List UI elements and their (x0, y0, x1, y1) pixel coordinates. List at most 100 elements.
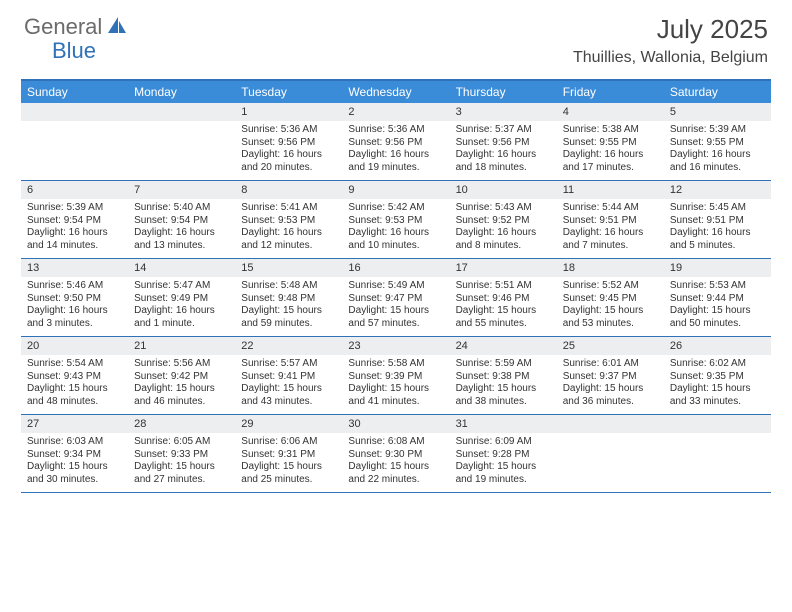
day-cell: 16Sunrise: 5:49 AMSunset: 9:47 PMDayligh… (342, 259, 449, 336)
day-body: Sunrise: 5:44 AMSunset: 9:51 PMDaylight:… (557, 199, 664, 258)
day-number (128, 103, 235, 121)
day-body: Sunrise: 5:51 AMSunset: 9:46 PMDaylight:… (450, 277, 557, 336)
day-number: 25 (557, 337, 664, 355)
day-number: 9 (342, 181, 449, 199)
month-title: July 2025 (573, 14, 768, 45)
day-number: 18 (557, 259, 664, 277)
day-cell-empty (557, 415, 664, 492)
day-body: Sunrise: 5:36 AMSunset: 9:56 PMDaylight:… (342, 121, 449, 180)
day-number: 6 (21, 181, 128, 199)
day-number: 26 (664, 337, 771, 355)
day-number: 2 (342, 103, 449, 121)
day-body: Sunrise: 5:54 AMSunset: 9:43 PMDaylight:… (21, 355, 128, 414)
day-body (664, 433, 771, 491)
day-body: Sunrise: 5:40 AMSunset: 9:54 PMDaylight:… (128, 199, 235, 258)
day-cell: 19Sunrise: 5:53 AMSunset: 9:44 PMDayligh… (664, 259, 771, 336)
dow-cell: Monday (128, 81, 235, 103)
dow-cell: Wednesday (342, 81, 449, 103)
day-cell-empty (128, 103, 235, 180)
day-cell: 20Sunrise: 5:54 AMSunset: 9:43 PMDayligh… (21, 337, 128, 414)
day-cell: 12Sunrise: 5:45 AMSunset: 9:51 PMDayligh… (664, 181, 771, 258)
day-body: Sunrise: 5:48 AMSunset: 9:48 PMDaylight:… (235, 277, 342, 336)
day-number (557, 415, 664, 433)
header: General Blue July 2025 Thuillies, Wallon… (0, 0, 792, 73)
day-body: Sunrise: 5:41 AMSunset: 9:53 PMDaylight:… (235, 199, 342, 258)
dow-cell: Friday (557, 81, 664, 103)
day-body: Sunrise: 5:42 AMSunset: 9:53 PMDaylight:… (342, 199, 449, 258)
title-block: July 2025 Thuillies, Wallonia, Belgium (573, 14, 768, 67)
day-of-week-row: SundayMondayTuesdayWednesdayThursdayFrid… (21, 81, 771, 103)
day-body: Sunrise: 5:45 AMSunset: 9:51 PMDaylight:… (664, 199, 771, 258)
day-number: 31 (450, 415, 557, 433)
day-number: 29 (235, 415, 342, 433)
day-body: Sunrise: 5:47 AMSunset: 9:49 PMDaylight:… (128, 277, 235, 336)
calendar: SundayMondayTuesdayWednesdayThursdayFrid… (21, 79, 771, 493)
location-text: Thuillies, Wallonia, Belgium (573, 49, 768, 67)
day-cell: 25Sunrise: 6:01 AMSunset: 9:37 PMDayligh… (557, 337, 664, 414)
dow-cell: Tuesday (235, 81, 342, 103)
day-number: 11 (557, 181, 664, 199)
day-number: 16 (342, 259, 449, 277)
day-number: 12 (664, 181, 771, 199)
day-body: Sunrise: 5:59 AMSunset: 9:38 PMDaylight:… (450, 355, 557, 414)
day-cell: 1Sunrise: 5:36 AMSunset: 9:56 PMDaylight… (235, 103, 342, 180)
day-cell: 27Sunrise: 6:03 AMSunset: 9:34 PMDayligh… (21, 415, 128, 492)
day-number: 14 (128, 259, 235, 277)
day-cell-empty (664, 415, 771, 492)
day-cell: 2Sunrise: 5:36 AMSunset: 9:56 PMDaylight… (342, 103, 449, 180)
day-number: 22 (235, 337, 342, 355)
dow-cell: Thursday (450, 81, 557, 103)
day-cell: 11Sunrise: 5:44 AMSunset: 9:51 PMDayligh… (557, 181, 664, 258)
day-number: 21 (128, 337, 235, 355)
day-number: 13 (21, 259, 128, 277)
day-number: 27 (21, 415, 128, 433)
day-cell: 10Sunrise: 5:43 AMSunset: 9:52 PMDayligh… (450, 181, 557, 258)
day-number: 4 (557, 103, 664, 121)
day-cell: 28Sunrise: 6:05 AMSunset: 9:33 PMDayligh… (128, 415, 235, 492)
day-body: Sunrise: 6:06 AMSunset: 9:31 PMDaylight:… (235, 433, 342, 492)
day-number: 28 (128, 415, 235, 433)
day-number: 3 (450, 103, 557, 121)
day-cell: 31Sunrise: 6:09 AMSunset: 9:28 PMDayligh… (450, 415, 557, 492)
day-body: Sunrise: 5:56 AMSunset: 9:42 PMDaylight:… (128, 355, 235, 414)
day-cell: 9Sunrise: 5:42 AMSunset: 9:53 PMDaylight… (342, 181, 449, 258)
day-number: 7 (128, 181, 235, 199)
day-number (664, 415, 771, 433)
day-number: 19 (664, 259, 771, 277)
day-cell: 22Sunrise: 5:57 AMSunset: 9:41 PMDayligh… (235, 337, 342, 414)
day-number (21, 103, 128, 121)
day-body: Sunrise: 5:37 AMSunset: 9:56 PMDaylight:… (450, 121, 557, 180)
logo-sail-icon (106, 15, 128, 40)
day-body: Sunrise: 5:36 AMSunset: 9:56 PMDaylight:… (235, 121, 342, 180)
day-cell: 17Sunrise: 5:51 AMSunset: 9:46 PMDayligh… (450, 259, 557, 336)
dow-cell: Saturday (664, 81, 771, 103)
day-body: Sunrise: 5:49 AMSunset: 9:47 PMDaylight:… (342, 277, 449, 336)
day-body: Sunrise: 6:09 AMSunset: 9:28 PMDaylight:… (450, 433, 557, 492)
week-row: 1Sunrise: 5:36 AMSunset: 9:56 PMDaylight… (21, 103, 771, 181)
week-row: 6Sunrise: 5:39 AMSunset: 9:54 PMDaylight… (21, 181, 771, 259)
day-cell-empty (21, 103, 128, 180)
day-number: 24 (450, 337, 557, 355)
day-cell: 15Sunrise: 5:48 AMSunset: 9:48 PMDayligh… (235, 259, 342, 336)
day-body: Sunrise: 5:39 AMSunset: 9:55 PMDaylight:… (664, 121, 771, 180)
day-body (128, 121, 235, 179)
day-cell: 4Sunrise: 5:38 AMSunset: 9:55 PMDaylight… (557, 103, 664, 180)
day-body: Sunrise: 6:01 AMSunset: 9:37 PMDaylight:… (557, 355, 664, 414)
day-cell: 5Sunrise: 5:39 AMSunset: 9:55 PMDaylight… (664, 103, 771, 180)
day-number: 10 (450, 181, 557, 199)
day-body: Sunrise: 5:57 AMSunset: 9:41 PMDaylight:… (235, 355, 342, 414)
day-number: 20 (21, 337, 128, 355)
day-cell: 26Sunrise: 6:02 AMSunset: 9:35 PMDayligh… (664, 337, 771, 414)
day-number: 5 (664, 103, 771, 121)
weeks-container: 1Sunrise: 5:36 AMSunset: 9:56 PMDaylight… (21, 103, 771, 493)
day-body: Sunrise: 6:08 AMSunset: 9:30 PMDaylight:… (342, 433, 449, 492)
day-cell: 7Sunrise: 5:40 AMSunset: 9:54 PMDaylight… (128, 181, 235, 258)
day-cell: 8Sunrise: 5:41 AMSunset: 9:53 PMDaylight… (235, 181, 342, 258)
day-body: Sunrise: 6:03 AMSunset: 9:34 PMDaylight:… (21, 433, 128, 492)
week-row: 20Sunrise: 5:54 AMSunset: 9:43 PMDayligh… (21, 337, 771, 415)
day-body: Sunrise: 5:43 AMSunset: 9:52 PMDaylight:… (450, 199, 557, 258)
day-body: Sunrise: 6:05 AMSunset: 9:33 PMDaylight:… (128, 433, 235, 492)
day-cell: 3Sunrise: 5:37 AMSunset: 9:56 PMDaylight… (450, 103, 557, 180)
day-body: Sunrise: 5:58 AMSunset: 9:39 PMDaylight:… (342, 355, 449, 414)
day-body: Sunrise: 5:46 AMSunset: 9:50 PMDaylight:… (21, 277, 128, 336)
